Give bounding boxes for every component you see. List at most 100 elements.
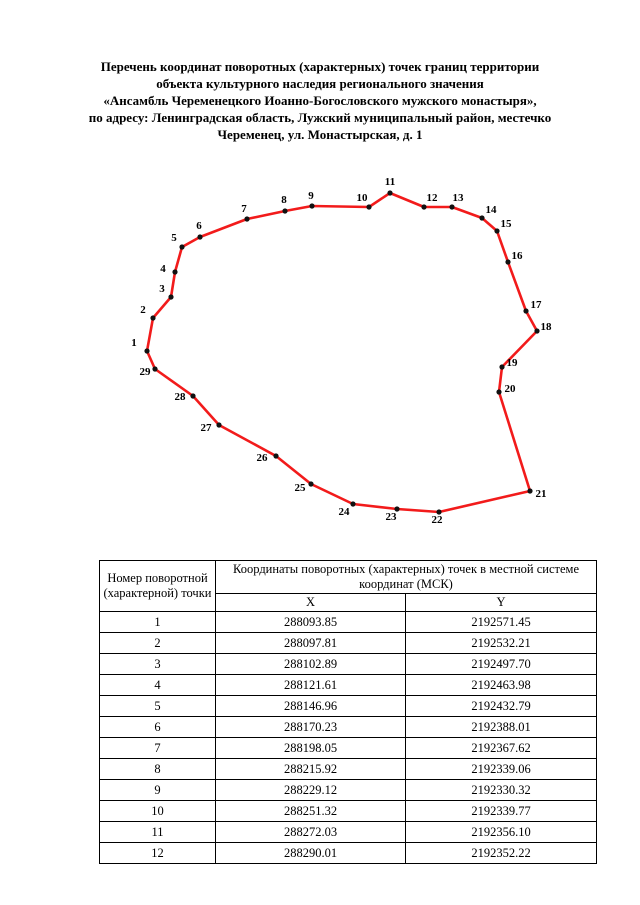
- y-coordinate-cell: 2192367.62: [404, 737, 598, 759]
- point-label: 27: [201, 422, 213, 434]
- x-coordinate-cell: 288215.92: [215, 758, 406, 780]
- point-dot: [179, 244, 185, 250]
- point-dot: [436, 509, 442, 515]
- point-dot: [308, 481, 314, 487]
- point-dot: [496, 389, 502, 395]
- y-coordinate-cell: 2192388.01: [404, 716, 598, 738]
- point-label: 23: [386, 511, 398, 523]
- point-dot: [168, 294, 174, 300]
- point-number-cell: 11: [99, 821, 216, 843]
- point-number-cell: 4: [99, 674, 216, 696]
- y-coordinate-cell: 2192571.45: [404, 611, 598, 633]
- table-row: 8 288215.92 2192339.06: [99, 758, 598, 780]
- y-coordinate-cell: 2192339.06: [404, 758, 598, 780]
- table-row: 6 288170.23 2192388.01: [99, 716, 598, 738]
- document-title: Перечень координат поворотных (характерн…: [20, 58, 620, 143]
- y-coordinate-cell: 2192432.79: [404, 695, 598, 717]
- point-label: 19: [507, 357, 519, 369]
- y-coordinate-cell: 2192463.98: [404, 674, 598, 696]
- title-line: «Ансамбль Череменецкого Иоанно-Богословс…: [103, 93, 537, 108]
- point-dot: [273, 453, 279, 459]
- point-label: 24: [339, 506, 351, 518]
- point-number-cell: 12: [99, 842, 216, 864]
- point-dot: [172, 269, 178, 275]
- point-dot: [527, 488, 533, 494]
- point-dot: [387, 190, 393, 196]
- table-row: 10 288251.32 2192339.77: [99, 800, 598, 822]
- point-label: 12: [427, 192, 439, 204]
- y-column-header: Y: [404, 593, 598, 612]
- y-coordinate-cell: 2192356.10: [404, 821, 598, 843]
- point-dot: [421, 204, 427, 210]
- point-label: 16: [512, 250, 524, 262]
- x-coordinate-cell: 288251.32: [215, 800, 406, 822]
- point-label: 21: [536, 488, 547, 500]
- title-line: Перечень координат поворотных (характерн…: [100, 59, 540, 74]
- point-dot: [244, 216, 250, 222]
- point-label: 29: [140, 366, 152, 378]
- x-coordinate-cell: 288146.96: [215, 695, 406, 717]
- point-dot: [197, 234, 203, 240]
- point-label: 1: [131, 337, 137, 349]
- point-label: 2: [140, 304, 146, 316]
- point-dot: [505, 259, 511, 265]
- point-label: 7: [241, 203, 247, 215]
- table-row: 5 288146.96 2192432.79: [99, 695, 598, 717]
- title-line: по адресу: Ленинградская область, Лужски…: [88, 110, 552, 125]
- point-number-cell: 5: [99, 695, 216, 717]
- point-number-cell: 9: [99, 779, 216, 801]
- table-row: 2 288097.81 2192532.21: [99, 632, 598, 654]
- x-coordinate-cell: 288198.05: [215, 737, 406, 759]
- point-number-cell: 10: [99, 800, 216, 822]
- point-number-cell: 8: [99, 758, 216, 780]
- point-dot: [479, 215, 485, 221]
- coordinates-header: Координаты поворотных (характерных) точе…: [214, 560, 598, 594]
- x-coordinate-cell: 288229.12: [215, 779, 406, 801]
- y-coordinate-cell: 2192330.32: [404, 779, 598, 801]
- x-coordinate-cell: 288093.85: [215, 611, 406, 633]
- point-label: 17: [531, 299, 543, 311]
- x-coordinate-cell: 288121.61: [215, 674, 406, 696]
- title-line: объекта культурного наследия регионально…: [156, 76, 484, 91]
- point-label: 4: [160, 263, 166, 275]
- point-label: 11: [385, 176, 395, 188]
- point-number-cell: 2: [99, 632, 216, 654]
- point-dot: [190, 393, 196, 399]
- point-label: 13: [453, 192, 465, 204]
- coordinates-table: Номер поворотной (характерной) точки Коо…: [99, 560, 598, 864]
- point-label: 15: [501, 218, 513, 230]
- point-label: 25: [295, 482, 307, 494]
- point-label: 22: [432, 514, 444, 526]
- table-row: 12 288290.01 2192352.22: [99, 842, 598, 864]
- y-coordinate-cell: 2192532.21: [404, 632, 598, 654]
- point-dot: [394, 506, 400, 512]
- point-dot: [282, 208, 288, 214]
- table-row: 9 288229.12 2192330.32: [99, 779, 598, 801]
- point-dot: [449, 204, 455, 210]
- point-dot: [144, 348, 150, 354]
- point-number-header: Номер поворотной (характерной) точки: [99, 560, 216, 612]
- point-dot: [216, 422, 222, 428]
- point-dot: [494, 228, 500, 234]
- x-coordinate-cell: 288170.23: [215, 716, 406, 738]
- point-dot: [523, 308, 529, 314]
- x-coordinate-cell: 288097.81: [215, 632, 406, 654]
- point-label: 6: [196, 220, 202, 232]
- table-row: 3 288102.89 2192497.70: [99, 653, 598, 675]
- point-dot: [150, 315, 156, 321]
- y-coordinate-cell: 2192339.77: [404, 800, 598, 822]
- point-dot: [499, 364, 505, 370]
- point-number-cell: 1: [99, 611, 216, 633]
- point-label: 3: [159, 283, 165, 295]
- point-label: 14: [486, 204, 498, 216]
- boundary-outline: [145, 191, 539, 514]
- table-row: 1 288093.85 2192571.45: [99, 611, 598, 633]
- point-dot: [350, 501, 356, 507]
- point-number-cell: 7: [99, 737, 216, 759]
- table-row: 7 288198.05 2192367.62: [99, 737, 598, 759]
- point-dot: [534, 328, 540, 334]
- y-coordinate-cell: 2192497.70: [404, 653, 598, 675]
- x-coordinate-cell: 288290.01: [215, 842, 406, 864]
- point-label: 20: [505, 383, 517, 395]
- point-dot: [152, 366, 158, 372]
